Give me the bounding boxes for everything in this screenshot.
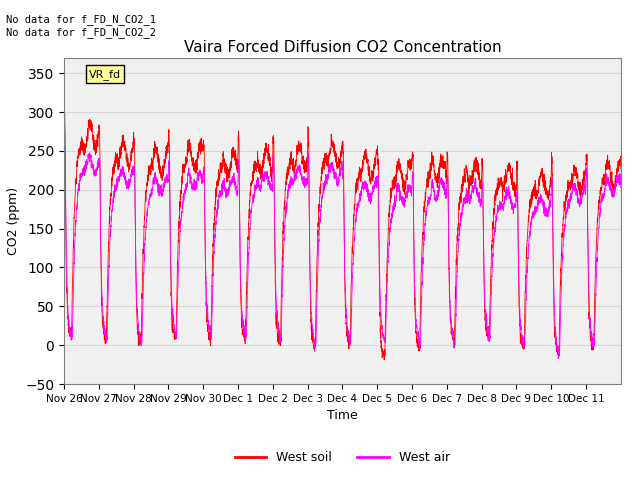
Legend: West soil, West air: West soil, West air: [230, 446, 454, 469]
Y-axis label: CO2 (ppm): CO2 (ppm): [6, 187, 20, 255]
Text: No data for f_FD_N_CO2_1
No data for f_FD_N_CO2_2: No data for f_FD_N_CO2_1 No data for f_F…: [6, 14, 156, 38]
Text: VR_fd: VR_fd: [89, 69, 121, 80]
X-axis label: Time: Time: [327, 409, 358, 422]
Title: Vaira Forced Diffusion CO2 Concentration: Vaira Forced Diffusion CO2 Concentration: [184, 40, 501, 55]
